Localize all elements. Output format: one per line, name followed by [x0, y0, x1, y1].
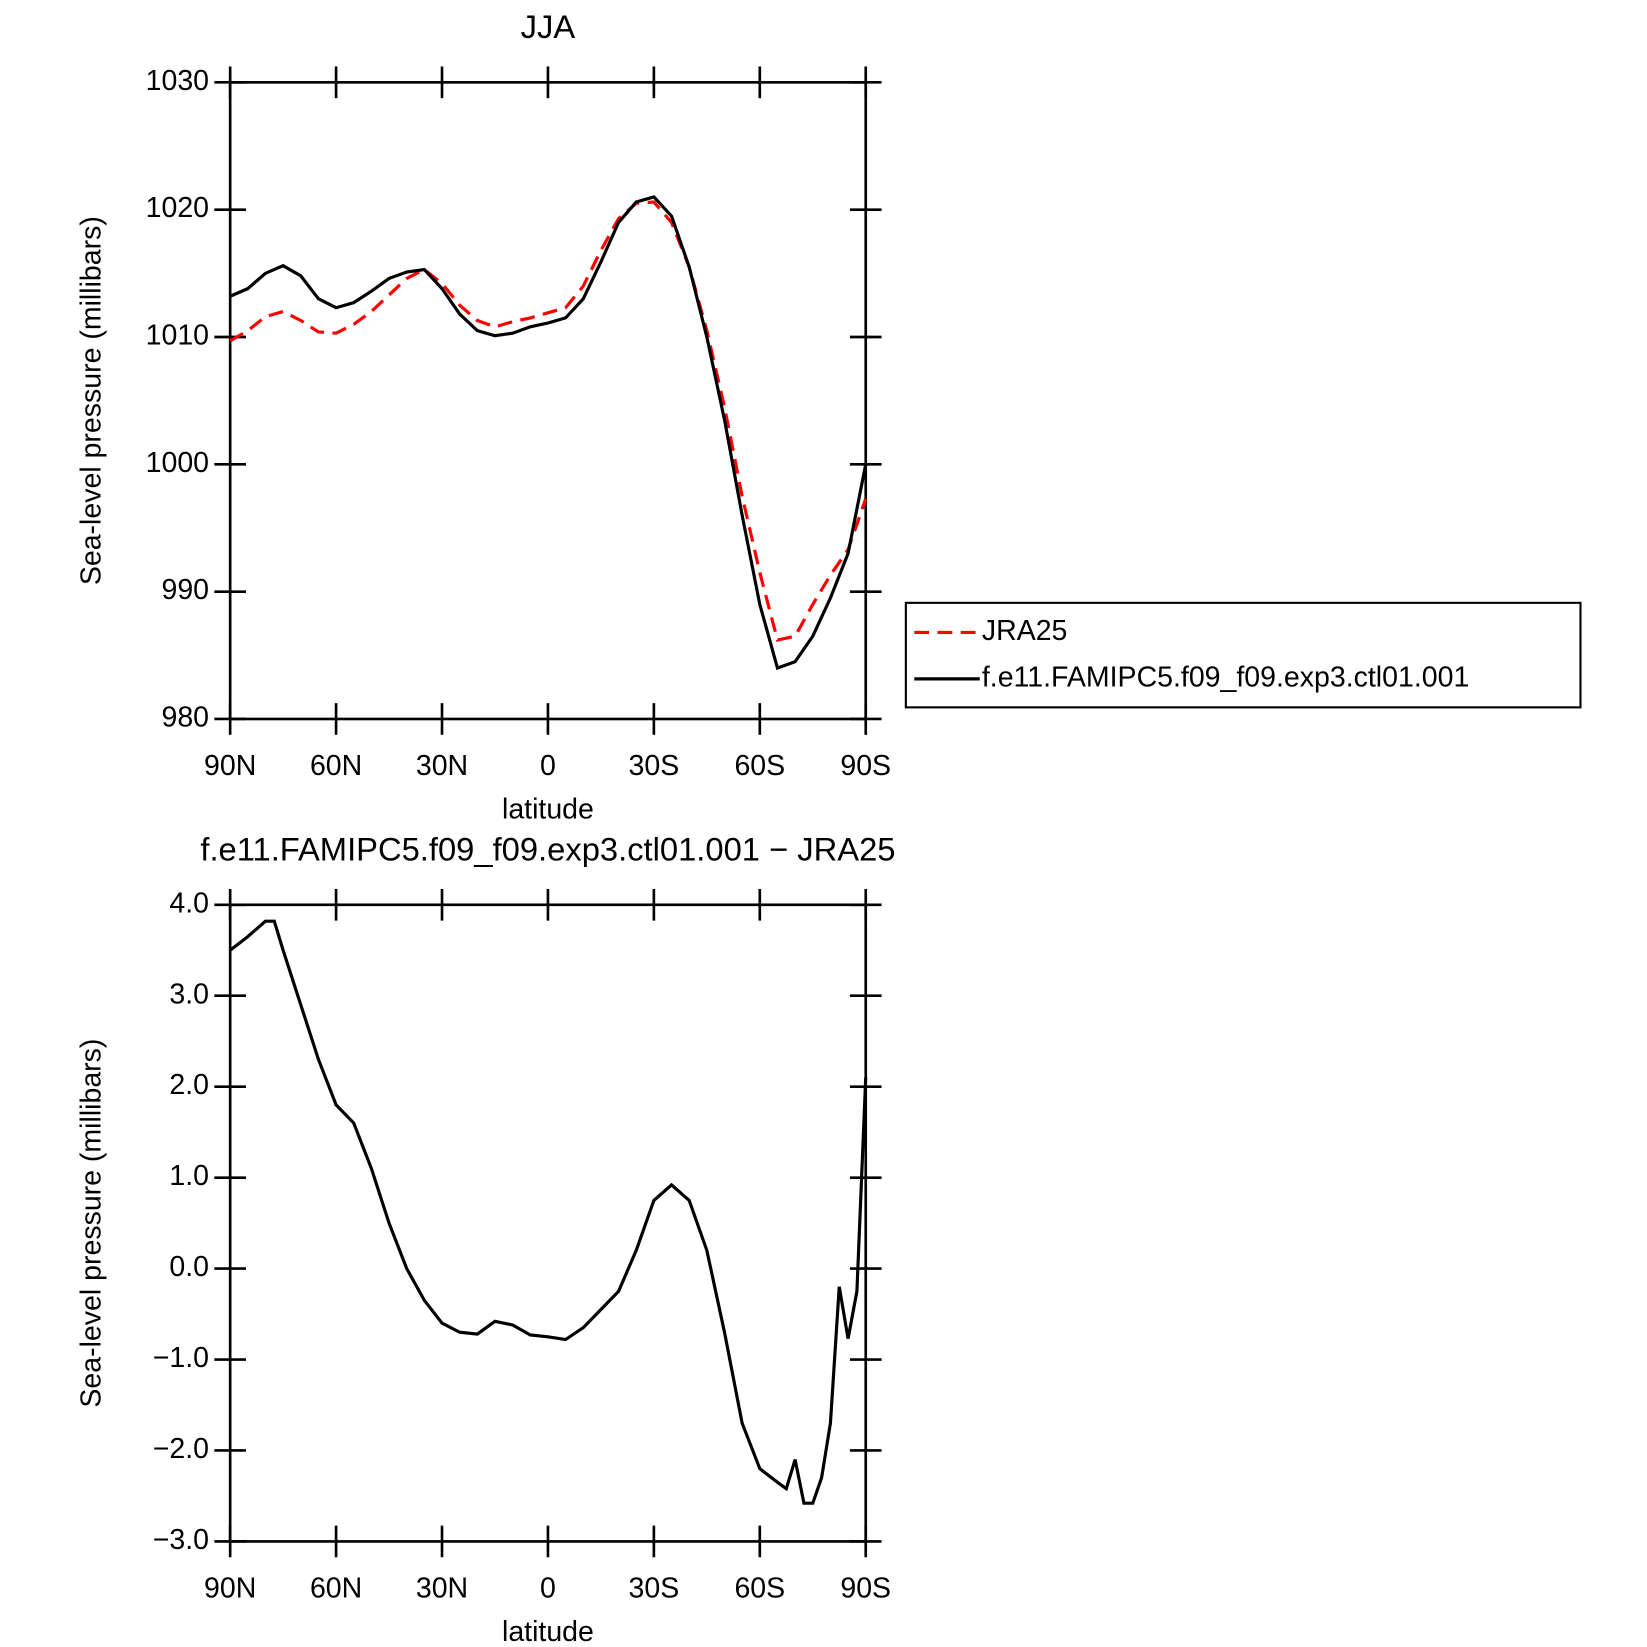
y-tick-label: 0.0 [169, 1251, 209, 1283]
data-line [229, 200, 868, 642]
y-tick-label: −2.0 [153, 1433, 209, 1465]
y-tick-label: 980 [161, 702, 209, 734]
x-tick-label: 60S [734, 1573, 785, 1605]
x-tick-label: 90S [840, 1573, 891, 1605]
y-axis-label: Sea-level pressure (millibars) [75, 216, 107, 585]
x-tick-label: 0 [540, 1573, 556, 1605]
y-tick-label: −1.0 [153, 1342, 209, 1374]
x-tick-label: 0 [540, 750, 556, 782]
legend-box [904, 601, 1582, 709]
y-tick-label: 990 [161, 574, 209, 606]
x-tick-label: 60N [310, 1573, 362, 1605]
x-tick-label: 30N [416, 1573, 468, 1605]
data-line [229, 919, 868, 1505]
x-tick-label: 30S [629, 1573, 680, 1605]
y-tick-label: 2.0 [169, 1069, 209, 1101]
y-tick-label: 1030 [146, 65, 209, 97]
plot-frame [228, 81, 868, 721]
y-tick-label: 1.0 [169, 1160, 209, 1192]
x-tick-label: 60S [734, 750, 785, 782]
y-tick-label: 4.0 [169, 887, 209, 919]
legend-label: JRA25 [982, 615, 1068, 647]
y-tick-label: 1000 [146, 447, 209, 479]
y-tick-label: 3.0 [169, 978, 209, 1010]
y-tick-label: −3.0 [153, 1524, 209, 1556]
chart-title: JJA [521, 8, 576, 45]
y-tick-label: 1010 [146, 320, 209, 352]
x-tick-label: 30N [416, 750, 468, 782]
x-axis-label: latitude [502, 793, 594, 825]
y-tick-label: 1020 [146, 192, 209, 224]
x-axis-label: latitude [502, 1616, 594, 1647]
x-tick-label: 30S [629, 750, 680, 782]
y-axis-label: Sea-level pressure (millibars) [75, 1039, 107, 1408]
x-tick-label: 90N [204, 750, 256, 782]
chart-title: f.e11.FAMIPC5.f09_f09.exp3.ctl01.001 − J… [200, 831, 895, 868]
data-line [229, 195, 868, 671]
x-tick-label: 90N [204, 1573, 256, 1605]
legend-label: f.e11.FAMIPC5.f09_f09.exp3.ctl01.001 [982, 661, 1469, 693]
x-tick-label: 90S [840, 750, 891, 782]
plot-frame [228, 903, 868, 1543]
x-tick-label: 60N [310, 750, 362, 782]
